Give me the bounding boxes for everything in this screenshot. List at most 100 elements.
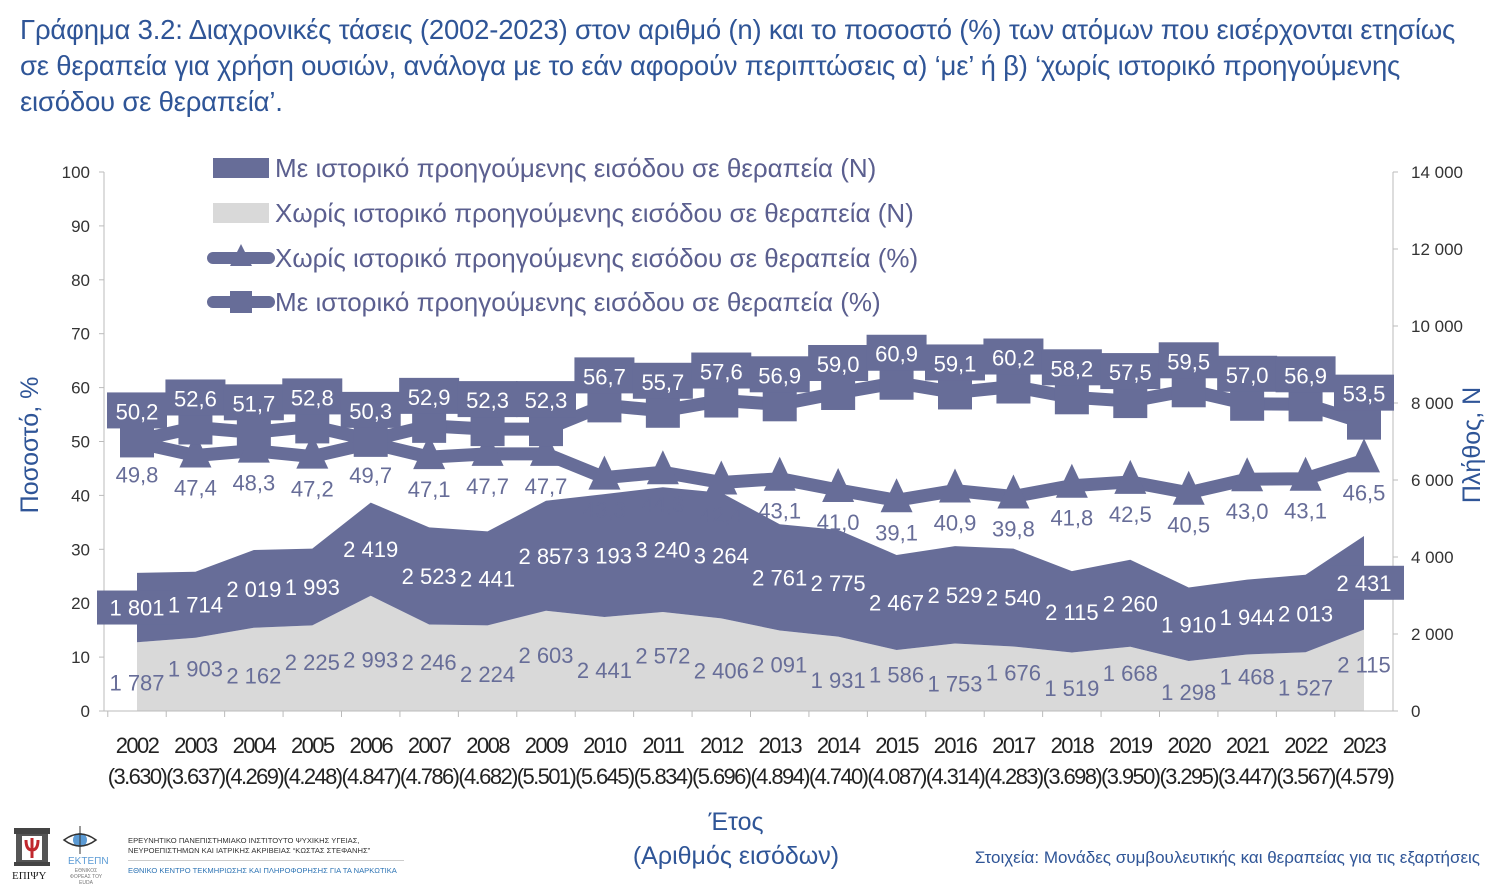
data-label-without-n: 1 931 — [811, 668, 866, 693]
data-label-with-n: 2 761 — [752, 565, 807, 590]
y-axis-left-label: Ποσοστό, % — [16, 377, 44, 514]
data-label-with-n: 2 857 — [518, 544, 573, 569]
data-label-with-pct: 60,2 — [992, 346, 1035, 371]
square-marker — [938, 375, 972, 410]
data-label-without-pct: 46,5 — [1343, 480, 1386, 505]
data-label-without-n: 2 115 — [1337, 652, 1390, 677]
y-left-tick-label: 90 — [71, 217, 90, 236]
label-box-with-pct — [107, 392, 167, 429]
label-box-with-pct — [1041, 349, 1102, 386]
data-label-with-pct: 53,5 — [1343, 382, 1386, 407]
x-tick-label-year: 2005 — [291, 733, 335, 758]
x-tick-label-total: (3.295) — [1159, 764, 1218, 789]
label-box-with-pct — [866, 334, 927, 371]
data-label-with-pct: 57,5 — [1109, 360, 1152, 385]
x-tick-label-total: (3.630) — [108, 764, 167, 789]
x-tick-label-year: 2023 — [1343, 733, 1387, 758]
data-label-with-n: 1 944 — [1220, 605, 1275, 630]
data-label-with-n: 2 013 — [1278, 601, 1333, 626]
triangle-marker — [1289, 456, 1322, 491]
x-tick-label-year: 2021 — [1226, 733, 1270, 758]
triangle-marker — [179, 433, 212, 468]
x-tick-label-year: 2002 — [116, 733, 160, 758]
centre-name: ΕΘΝΙΚΟ ΚΕΝΤΡΟ ΤΕΚΜΗΡΙΩΣΗΣ ΚΑΙ ΠΛΗΡΟΦΟΡΗΣ… — [128, 866, 397, 875]
square-marker — [295, 409, 330, 444]
x-tick-label-total: (4.786) — [400, 764, 459, 789]
y-left-tick-label: 10 — [71, 648, 90, 667]
data-label-with-pct: 52,9 — [408, 385, 451, 410]
data-label-with-pct: 59,1 — [934, 351, 977, 376]
x-tick-label-year: 2012 — [700, 733, 744, 758]
x-axis-label-sub: (Αριθμός εισόδων) — [633, 842, 839, 870]
data-label-without-pct: 48,3 — [232, 471, 275, 496]
data-label-without-n: 1 668 — [1103, 661, 1158, 686]
square-marker — [178, 410, 213, 445]
data-label-with-n: 3 240 — [635, 538, 690, 563]
y-right-tick-label: 2 000 — [1411, 625, 1454, 644]
data-label-with-pct: 60,9 — [875, 342, 918, 367]
data-label-without-n: 2 246 — [402, 650, 457, 675]
x-tick-label-total: (3.637) — [166, 764, 225, 789]
square-marker — [470, 412, 505, 447]
data-label-without-pct: 47,7 — [466, 474, 509, 499]
data-label-without-n: 2 224 — [460, 662, 515, 687]
triangle-marker — [296, 434, 329, 469]
legend-square-icon — [230, 291, 252, 313]
x-tick-label-year: 2015 — [875, 733, 919, 758]
triangle-marker — [588, 455, 621, 490]
label-box-with-n — [97, 590, 177, 625]
x-tick-label-year: 2003 — [174, 733, 218, 758]
x-tick-label-total: (4.682) — [458, 764, 517, 789]
line-without-history-pct — [135, 436, 1366, 507]
y-left-tick-label: 70 — [71, 325, 90, 344]
data-label-with-n: 1 910 — [1161, 612, 1216, 637]
data-label-with-pct: 58,2 — [1050, 356, 1093, 381]
square-marker — [1113, 384, 1148, 419]
y-right-tick-label: 8 000 — [1411, 394, 1454, 413]
data-label-with-n: 2 431 — [1336, 571, 1391, 596]
label-box-with-pct — [632, 362, 693, 399]
x-tick-label-year: 2016 — [934, 733, 978, 758]
x-tick-label-year: 2004 — [233, 733, 277, 758]
line-with-history-pct — [135, 376, 1366, 447]
chart-title: Γράφημα 3.2: Διαχρονικές τάσεις (2002-20… — [20, 14, 1456, 117]
x-tick-label-year: 2007 — [408, 733, 452, 758]
y-right-tick-label: 10 000 — [1411, 317, 1463, 336]
data-label-without-n: 2 162 — [226, 663, 281, 688]
data-label-without-pct: 49,7 — [349, 463, 392, 488]
data-label-with-pct: 52,8 — [291, 385, 334, 410]
x-tick-label-total: (4.894) — [750, 764, 809, 789]
y-left-tick-label: 50 — [71, 433, 90, 452]
data-label-without-pct: 41,8 — [1050, 506, 1093, 531]
source-note: Στοιχεία: Μονάδες συμβουλευτικής και θερ… — [974, 848, 1480, 867]
data-label-without-n: 2 441 — [577, 658, 632, 683]
y-left-tick-label: 0 — [81, 702, 90, 721]
triangle-marker — [530, 431, 562, 466]
x-tick-label-year: 2009 — [525, 733, 569, 758]
x-tick-label-year: 2013 — [758, 733, 802, 758]
label-box-with-pct — [516, 381, 576, 418]
square-marker — [529, 412, 563, 447]
data-label-with-pct: 50,3 — [349, 399, 392, 424]
x-tick-label-year: 2008 — [466, 733, 510, 758]
legend-triangle-icon — [230, 244, 252, 266]
triangle-marker — [1348, 438, 1380, 473]
label-box-with-pct — [1275, 356, 1336, 393]
y-left-tick-label: 40 — [71, 486, 90, 505]
data-label-without-pct: 40,5 — [1167, 513, 1210, 538]
y-left-tick-label: 80 — [71, 271, 90, 290]
square-marker — [412, 408, 447, 443]
square-marker — [879, 365, 914, 400]
data-label-without-n: 2 091 — [752, 653, 807, 678]
x-tick-label-year: 2006 — [349, 733, 393, 758]
label-box-with-pct — [808, 344, 869, 381]
label-box-with-pct — [399, 377, 460, 414]
data-label-with-n: 2 775 — [811, 571, 866, 596]
x-tick-label-year: 2017 — [992, 733, 1036, 758]
y-left-tick-label: 30 — [71, 540, 90, 559]
label-box-with-pct — [749, 356, 810, 393]
data-label-with-pct: 56,9 — [758, 363, 801, 388]
data-label-with-n: 2 540 — [986, 586, 1041, 611]
label-box-with-pct — [223, 384, 284, 421]
